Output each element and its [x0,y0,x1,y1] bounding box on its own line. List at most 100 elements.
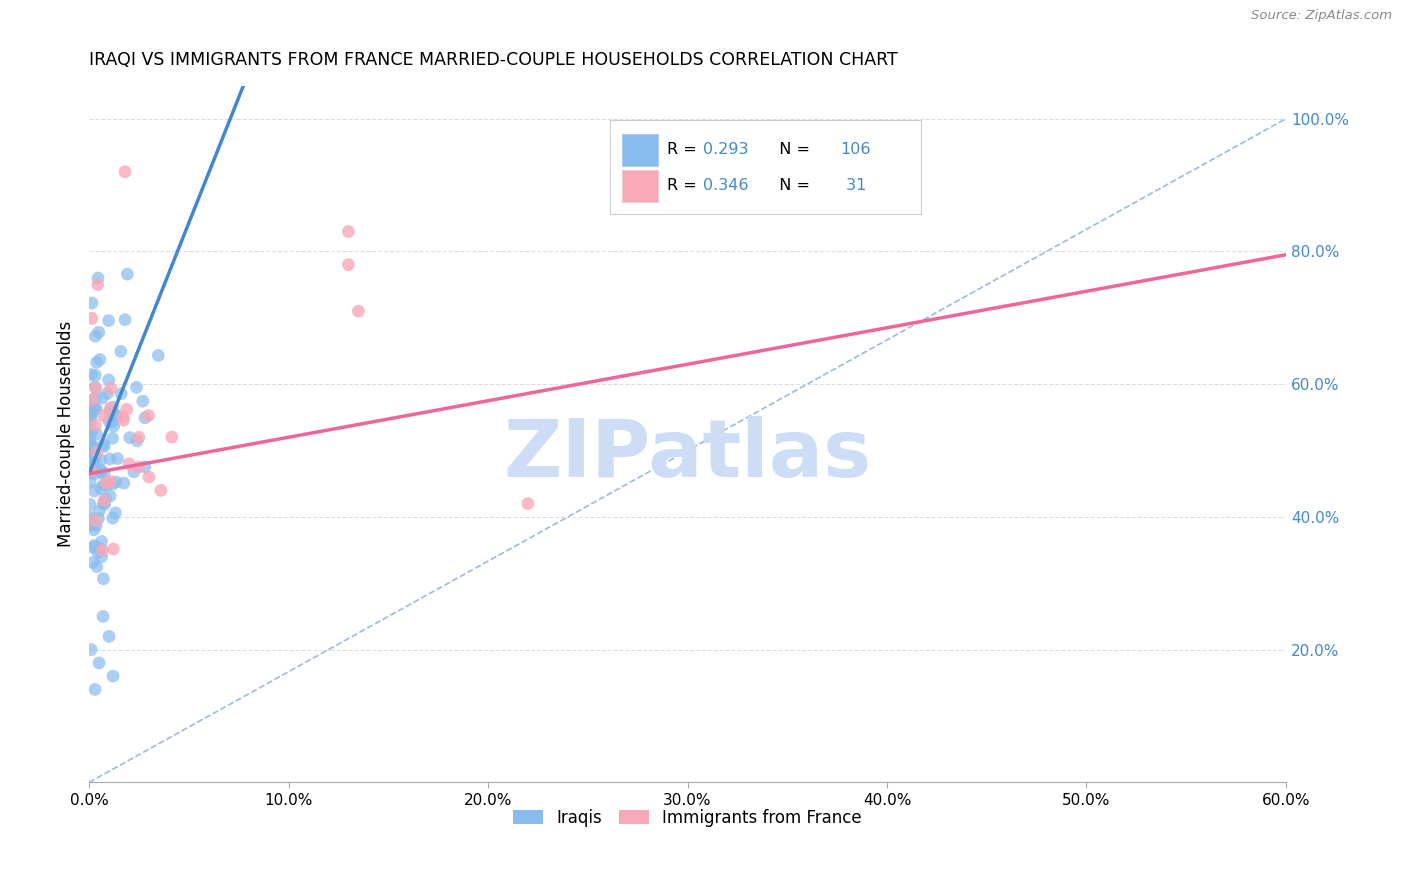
Text: R =: R = [668,178,702,194]
FancyBboxPatch shape [621,134,658,166]
Point [79,418,101,433]
Point [117,267,139,281]
FancyBboxPatch shape [610,120,921,214]
Point [84,368,107,383]
Point [80,411,103,425]
Point [104,409,127,424]
Point [337,258,360,272]
Point [98,629,121,643]
Point [96,386,118,401]
Point [86,426,108,441]
Point [103,542,125,557]
Point [93,493,115,508]
Point [100,381,122,395]
Point [98,489,121,503]
Point [84,513,107,527]
Point [89,504,111,518]
Text: 106: 106 [841,142,872,157]
Point [79,445,101,459]
Point [84,418,107,433]
Point [87,511,110,525]
Point [105,409,128,423]
Point [84,401,107,415]
Point [107,451,129,466]
Point [84,391,107,405]
Point [114,165,136,179]
Text: IRAQI VS IMMIGRANTS FROM FRANCE MARRIED-COUPLE HOUSEHOLDS CORRELATION CHART: IRAQI VS IMMIGRANTS FROM FRANCE MARRIED-… [89,51,898,69]
Point [79,464,101,478]
Point [98,404,121,418]
Point [122,465,145,479]
FancyBboxPatch shape [621,169,658,202]
Point [79,497,101,511]
Point [93,477,115,491]
Point [100,401,122,415]
Point [84,329,107,343]
Point [118,457,141,471]
Point [80,409,103,423]
Point [94,491,117,506]
Point [125,380,148,394]
Point [84,402,107,417]
Point [100,475,122,489]
Point [89,352,111,367]
Point [101,511,124,525]
Text: 0.293: 0.293 [703,142,748,157]
Point [134,410,156,425]
Point [80,466,103,480]
Point [105,475,128,489]
Point [112,476,135,491]
Point [79,434,101,449]
Point [347,304,370,318]
Point [91,543,114,558]
Point [83,444,105,458]
Point [89,541,111,556]
Point [110,344,132,359]
Point [79,447,101,461]
Point [337,225,360,239]
Point [149,483,172,498]
Point [148,348,170,362]
Text: Source: ZipAtlas.com: Source: ZipAtlas.com [1251,9,1392,22]
Point [82,556,104,570]
Point [98,414,121,428]
Point [82,440,104,454]
Point [82,443,104,458]
Text: 31: 31 [841,178,866,194]
Point [118,431,141,445]
Point [90,453,112,467]
Point [128,430,150,444]
Point [79,421,101,435]
Point [93,409,115,423]
Point [80,514,103,528]
Point [80,425,103,440]
Point [80,399,103,413]
Point [96,475,118,490]
Point [132,394,155,409]
Point [83,523,105,537]
Point [110,386,132,401]
Point [84,449,107,463]
Y-axis label: Married-couple Households: Married-couple Households [58,321,75,547]
Point [80,517,103,532]
Point [83,455,105,469]
Point [80,438,103,452]
Point [127,434,149,448]
Point [101,477,124,491]
Point [112,409,135,424]
Point [87,326,110,340]
Point [103,419,125,434]
Point [93,466,115,480]
Point [93,497,115,511]
Point [83,467,105,481]
Point [77,443,100,458]
Point [83,380,105,394]
Point [79,475,101,489]
Text: 0.346: 0.346 [703,178,748,194]
Point [87,656,110,670]
Point [84,518,107,533]
Point [84,381,107,395]
Point [98,452,121,467]
Point [97,373,120,387]
Point [90,549,112,564]
